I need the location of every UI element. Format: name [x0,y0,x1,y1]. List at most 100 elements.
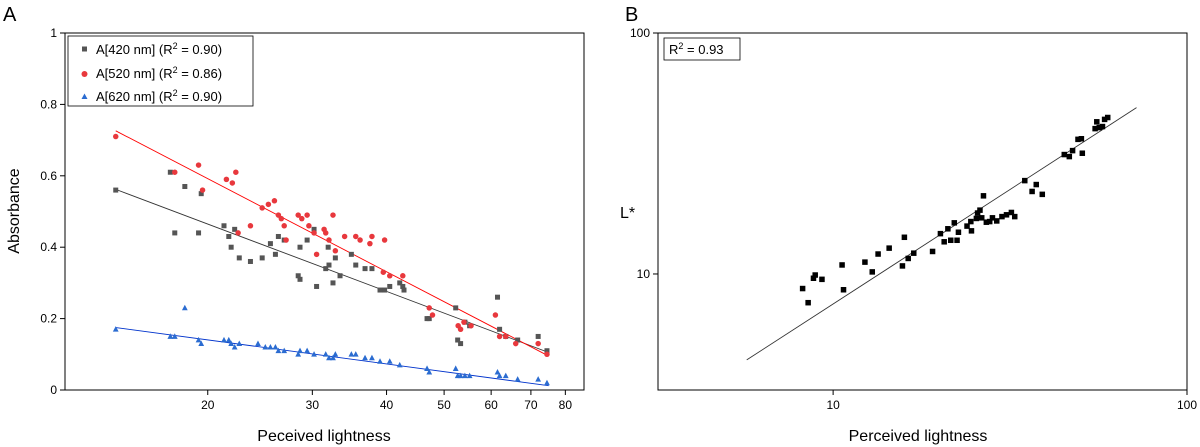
data-point [1069,147,1076,154]
panel-b-x-axis-title: Perceived lightness [849,428,988,445]
data-point [1094,119,1100,125]
panel-b-points [799,114,1111,306]
data-point [535,333,541,339]
data-point [905,255,911,262]
data-point [369,354,375,361]
data-point [400,273,406,279]
legend-marker-620 [81,93,88,99]
legend-box [67,35,254,107]
data-point [226,233,232,239]
r2-box [663,37,741,61]
x-tick-label: 70 [524,398,538,412]
panel-b: B 10 100 10 100 Perceived lightness L* R2 =… [620,4,1197,445]
data-point [283,237,289,243]
data-point [199,187,206,193]
data-point [353,262,359,268]
data-point [494,369,501,375]
y-tick-label: 0.2 [40,312,57,326]
data-point [1099,123,1106,130]
y-tick-label: 0 [50,383,57,397]
y-tick-label: 0.6 [40,169,57,183]
panel-b-ticks: 10 100 10 100 [630,26,1197,412]
data-point [231,344,238,350]
data-point [330,280,336,286]
data-point [945,226,951,232]
data-point [167,333,174,339]
data-point [1039,191,1046,198]
data-point [381,237,388,243]
x-tick-label: 30 [306,398,320,412]
data-point [386,358,393,364]
data-point [1008,209,1015,216]
data-point [262,344,269,350]
data-point [502,372,509,379]
data-point [535,340,541,347]
data-point [497,326,503,332]
data-point [182,184,188,190]
data-point [311,230,317,236]
data-point [267,241,273,247]
data-point [514,376,521,382]
data-point [172,230,178,236]
data-point [974,210,981,216]
data-point [839,262,845,268]
data-point [886,245,892,251]
data-point [978,215,985,221]
data-point [899,263,906,269]
data-point [314,283,320,289]
data-point [496,372,503,379]
x-tick-label: 100 [1177,398,1197,412]
data-point [228,244,234,250]
panel-a-points [112,133,550,386]
data-point [369,266,375,272]
data-point [275,233,281,239]
data-point [544,379,550,386]
data-point [1066,153,1073,160]
data-point [295,212,301,218]
data-point [236,255,242,261]
data-point [281,223,287,229]
data-point [380,269,387,275]
data-point [994,218,1000,224]
data-point [195,162,202,168]
x-tick-label: 10 [826,398,840,412]
data-point [805,299,811,306]
data-point [397,280,403,286]
data-point [400,283,406,289]
data-point [492,312,499,318]
data-point [235,230,241,236]
data-point [330,212,336,218]
data-point [544,351,550,358]
data-point [973,215,980,222]
panel-a: A 20 30 40 50 60 70 80 0 0.2 0.4 0.6 0.8 1 Peceived … [3,4,585,445]
data-point [295,273,301,279]
data-point [535,376,542,382]
data-point [1096,124,1103,131]
data-point [236,340,243,346]
legend-marker-420 [82,46,87,52]
data-point [1075,136,1081,143]
data-point [387,273,393,279]
data-point [322,230,329,236]
panel-a-label: A [3,4,17,26]
data-point [357,237,363,243]
data-point [272,251,278,257]
data-point [810,275,817,281]
data-point [951,220,958,226]
data-point [326,237,332,243]
x-tick-label: 60 [484,398,498,412]
data-point [986,218,993,225]
data-point [223,176,230,183]
data-point [1092,125,1098,132]
data-point [495,294,501,300]
data-point [1003,212,1010,218]
data-point [812,272,818,278]
data-point [968,218,974,225]
data-point [337,273,343,279]
data-point [348,251,354,257]
y-tick-label: 1 [50,26,57,40]
data-point [297,347,303,354]
data-point [304,237,310,243]
data-point [977,207,983,213]
data-point [304,212,310,218]
